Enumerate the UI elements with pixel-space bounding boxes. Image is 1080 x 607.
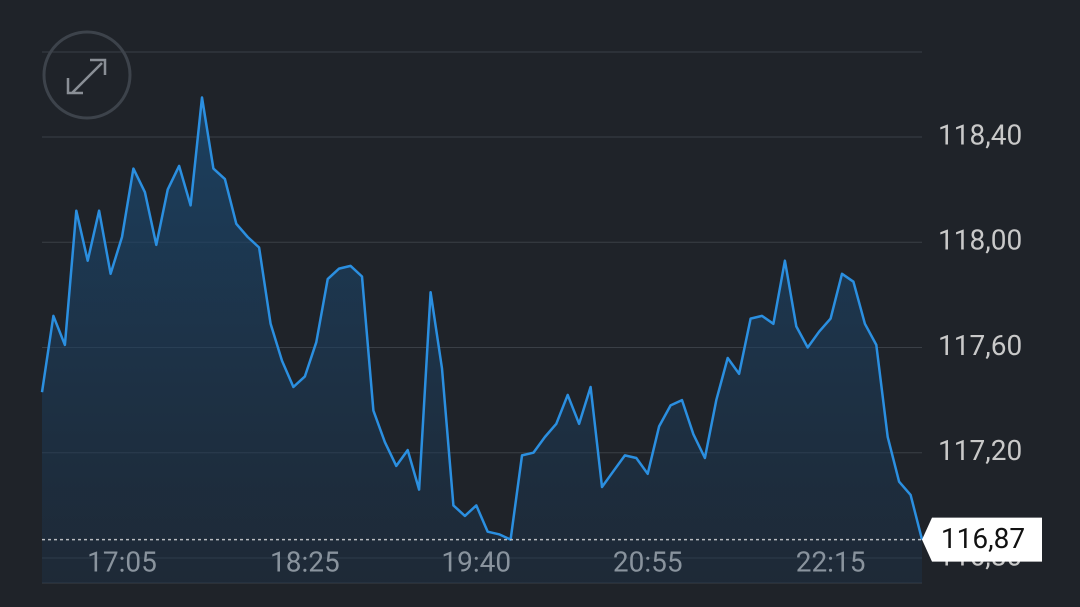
- y-tick-label: 117,20: [938, 434, 1022, 467]
- expand-icon[interactable]: [66, 58, 107, 95]
- y-tick-label: 118,00: [938, 224, 1022, 257]
- y-tick-label: 117,60: [938, 329, 1022, 362]
- expand-button-ring[interactable]: [42, 30, 132, 120]
- y-tick-label: 118,40: [938, 118, 1022, 151]
- line: [40, 96, 924, 541]
- plot: 116,80117,20117,60118,00118,4017:0518:25…: [40, 96, 1022, 583]
- current-price-box: [922, 517, 1042, 562]
- expand-button[interactable]: [42, 30, 132, 120]
- current-price-label: 116,87: [941, 522, 1025, 555]
- area: [42, 97, 922, 583]
